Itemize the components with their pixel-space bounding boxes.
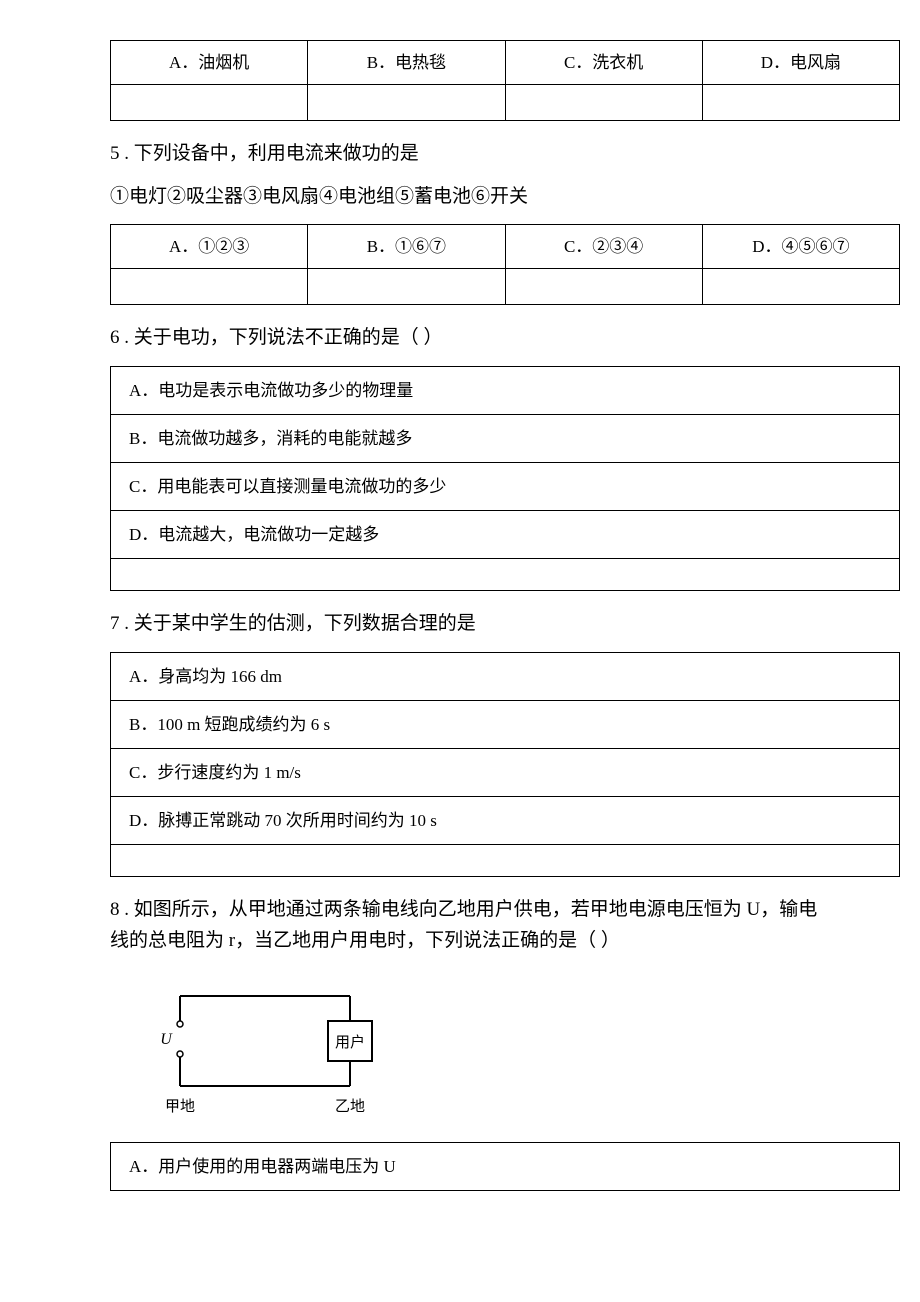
q7-stem: 7 . 关于某中学生的估测，下列数据合理的是 bbox=[110, 609, 870, 639]
q5-options-table: A．①②③ B．①⑥⑦ C．②③④ D．④⑤⑥⑦ bbox=[110, 224, 900, 305]
q4-opt-d: D．电风扇 bbox=[702, 41, 899, 85]
q5-opt-d: D．④⑤⑥⑦ bbox=[702, 224, 899, 268]
q5-opt-b: B．①⑥⑦ bbox=[308, 224, 505, 268]
q4-opt-c: C．洗衣机 bbox=[505, 41, 702, 85]
q8-opt-a: A．用户使用的用电器两端电压为 U bbox=[111, 1143, 900, 1191]
q8-options-table: A．用户使用的用电器两端电压为 U bbox=[110, 1142, 900, 1191]
q5-sub: ①电灯②吸尘器③电风扇④电池组⑤蓄电池⑥开关 bbox=[110, 182, 870, 212]
diagram-label-right: 乙地 bbox=[335, 1098, 365, 1115]
q6-opt-d: D．电流越大，电流做功一定越多 bbox=[111, 511, 900, 559]
diagram-label-u: U bbox=[160, 1031, 173, 1048]
q5-stem: 5 . 下列设备中，利用电流来做功的是 bbox=[110, 139, 870, 169]
q7-opt-b: B．100 m 短跑成绩约为 6 s bbox=[111, 700, 900, 748]
q6-opt-c: C．用电能表可以直接测量电流做功的多少 bbox=[111, 462, 900, 510]
q6-opt-a: A．电功是表示电流做功多少的物理量 bbox=[111, 366, 900, 414]
q4-opt-a: A．油烟机 bbox=[111, 41, 308, 85]
q7-opt-a: A．身高均为 166 dm bbox=[111, 652, 900, 700]
q6-stem: 6 . 关于电功，下列说法不正确的是（ ） bbox=[110, 323, 870, 353]
q7-opt-d: D．脉搏正常跳动 70 次所用时间约为 10 s bbox=[111, 797, 900, 845]
q7-opt-c: C．步行速度约为 1 m/s bbox=[111, 749, 900, 797]
q5-opt-c: C．②③④ bbox=[505, 224, 702, 268]
diagram-label-left: 甲地 bbox=[165, 1098, 195, 1115]
q5-opt-a: A．①②③ bbox=[111, 224, 308, 268]
q7-options-table: A．身高均为 166 dm B．100 m 短跑成绩约为 6 s C．步行速度约… bbox=[110, 652, 900, 878]
q8-stem: 8 . 如图所示，从甲地通过两条输电线向乙地用户供电，若甲地电源电压恒为 U，输… bbox=[110, 895, 830, 956]
q6-opt-b: B．电流做功越多，消耗的电能就越多 bbox=[111, 414, 900, 462]
q4-options-table: A．油烟机 B．电热毯 C．洗衣机 D．电风扇 bbox=[110, 40, 900, 121]
q8-circuit-diagram: 用户 U 甲地 乙地 bbox=[150, 976, 400, 1126]
diagram-label-user: 用户 bbox=[335, 1034, 365, 1051]
q4-opt-b: B．电热毯 bbox=[308, 41, 505, 85]
q6-options-table: A．电功是表示电流做功多少的物理量 B．电流做功越多，消耗的电能就越多 C．用电… bbox=[110, 366, 900, 592]
